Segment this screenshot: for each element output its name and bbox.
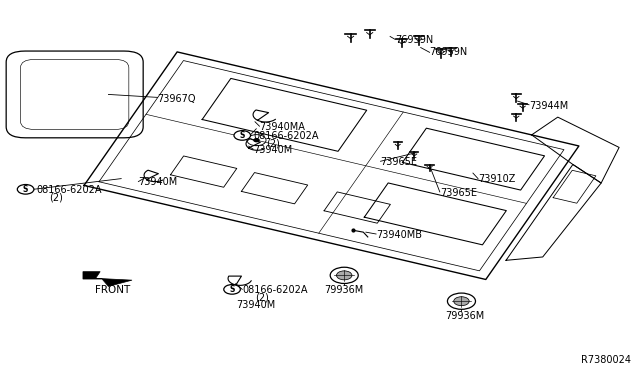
Text: 79936M: 79936M [445,311,485,321]
Text: 73940MB: 73940MB [376,230,422,240]
Polygon shape [83,272,132,286]
Text: S: S [239,131,245,140]
Text: 73944M: 73944M [529,100,568,110]
Text: 73910Z: 73910Z [478,174,515,185]
Text: S: S [23,185,28,194]
Text: 73940M: 73940M [138,177,178,187]
Circle shape [254,139,259,142]
Text: 08166-6202A: 08166-6202A [243,285,308,295]
Text: R7380024: R7380024 [581,355,631,365]
Circle shape [337,271,352,280]
Circle shape [17,185,34,194]
Text: 73965E: 73965E [440,187,477,198]
Text: 76959N: 76959N [395,35,433,45]
Text: 73967Q: 73967Q [157,94,196,104]
Text: 73940M: 73940M [236,300,275,310]
Text: (2): (2) [49,192,63,202]
Text: 79936M: 79936M [324,285,364,295]
Text: S: S [229,285,235,294]
Text: 08166-6202A: 08166-6202A [253,131,319,141]
Text: 73940M: 73940M [253,145,292,155]
Text: (2): (2) [266,138,280,148]
Text: 76959N: 76959N [429,47,468,57]
Circle shape [224,285,241,294]
Text: 73965E: 73965E [381,157,417,167]
Text: FRONT: FRONT [95,285,131,295]
Text: (2): (2) [255,292,269,302]
Text: 08166-6202A: 08166-6202A [36,185,102,195]
Circle shape [454,297,469,306]
Circle shape [234,131,250,140]
Text: 73940MA: 73940MA [259,122,305,132]
